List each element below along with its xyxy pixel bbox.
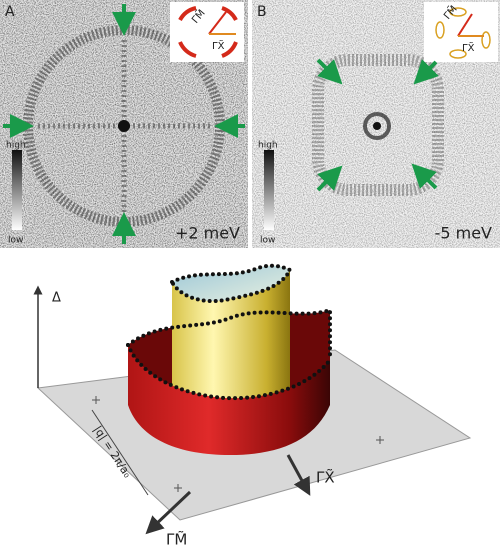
energy: +2 meV	[175, 224, 240, 243]
inner-top	[172, 265, 290, 302]
q-line	[91, 409, 149, 496]
arrows	[3, 4, 245, 244]
center	[373, 122, 381, 130]
delta-label: Δ	[52, 291, 61, 306]
arrows	[316, 58, 439, 192]
inset-label: ΓX̃	[462, 41, 475, 54]
inset-pockets	[435, 7, 491, 59]
pattern	[312, 54, 444, 196]
panel-label: A	[5, 4, 15, 20]
inset	[170, 2, 244, 62]
panel-a: ΓM̃ ΓX̃ high low A +2 meV	[0, 0, 248, 248]
scale-low: low	[8, 236, 23, 246]
energy: -5 meV	[435, 224, 492, 243]
panel-label: B	[257, 4, 267, 20]
x-arrow	[286, 454, 311, 496]
center	[118, 120, 130, 132]
center-ring	[363, 112, 391, 140]
crosses	[92, 396, 384, 492]
x-label: ΓX̃	[316, 468, 335, 487]
outer-edge	[126, 307, 332, 362]
inset-label: ΓX̃	[212, 39, 225, 52]
inner-edge	[170, 263, 293, 303]
inner-cylinder	[172, 265, 290, 417]
scale-high: high	[6, 141, 26, 151]
scale-high: high	[258, 141, 278, 151]
schematic: Δ |q| = 2π/a₀ ΓX̃ ΓM̃	[33, 263, 472, 549]
inset-arrow	[208, 11, 227, 35]
outer-edge	[126, 343, 332, 401]
m-arrow	[145, 490, 192, 535]
scale-bar	[12, 150, 22, 230]
scale-low: low	[260, 236, 275, 246]
inset-arcs	[178, 6, 238, 58]
m-label: ΓM̃	[166, 530, 187, 549]
scale-bar	[264, 150, 274, 230]
inset-arrow	[457, 13, 473, 37]
panel-b: ΓM̃ ΓX̃ high low B -5 meV	[252, 0, 500, 248]
